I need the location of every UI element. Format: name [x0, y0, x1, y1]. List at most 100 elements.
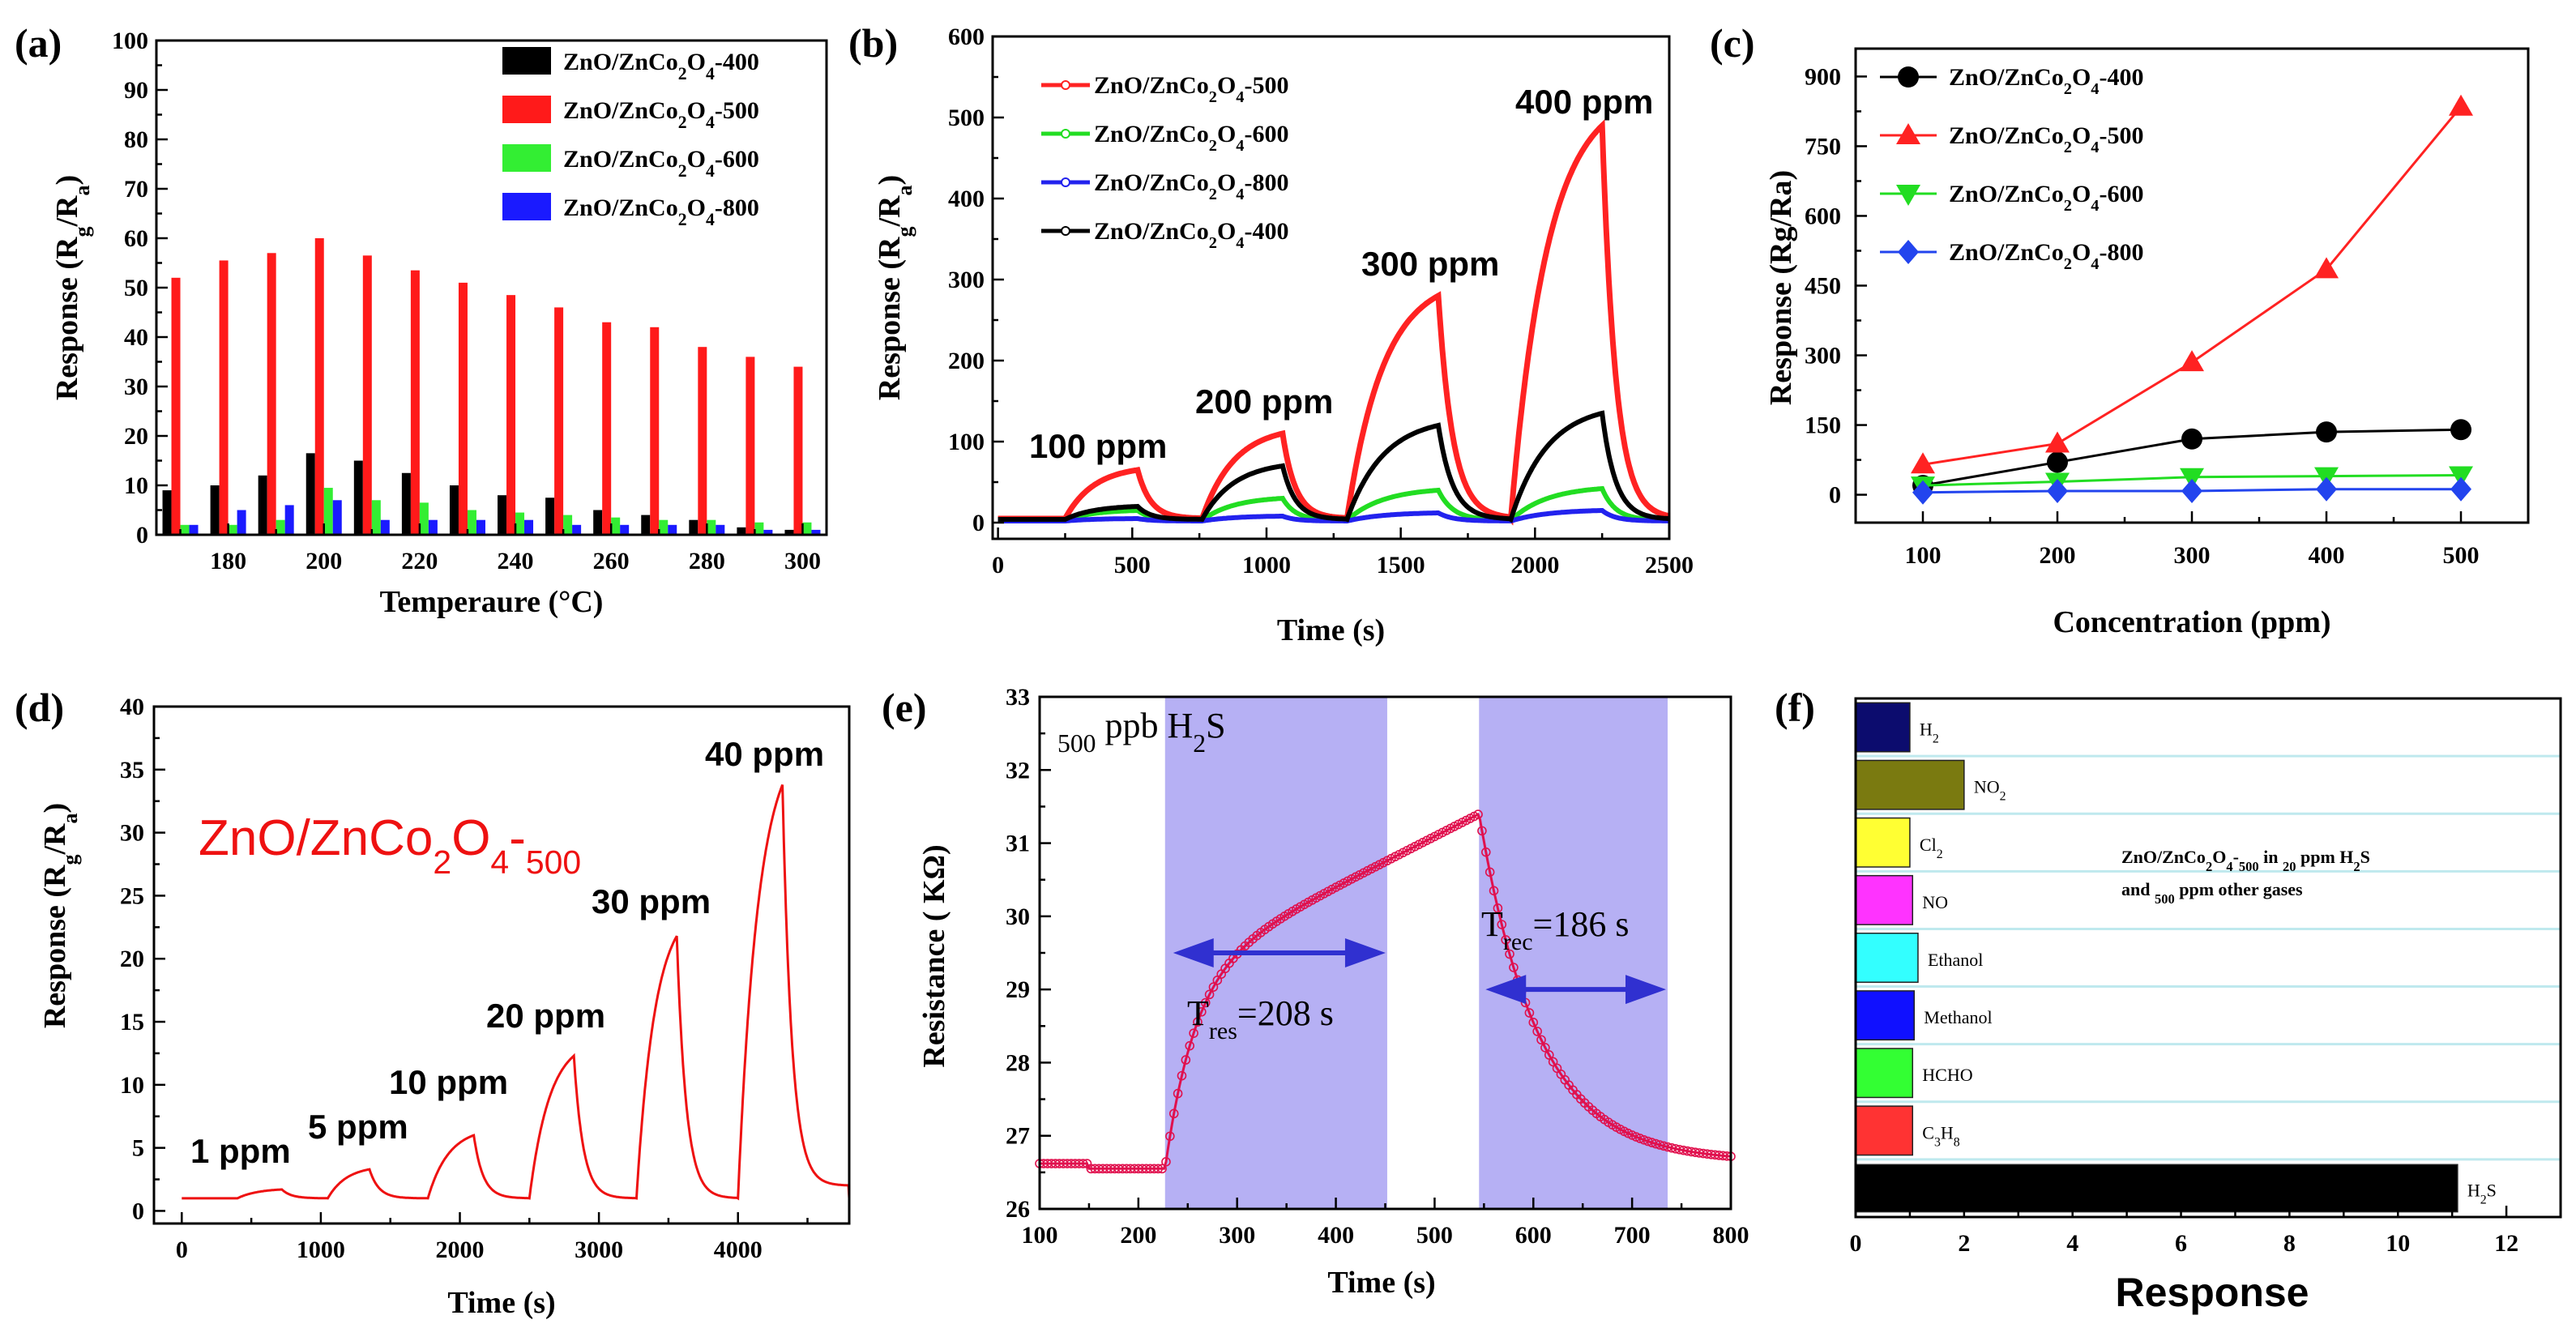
x-axis-label-e: Time (s) — [1327, 1266, 1435, 1300]
legend-marker — [1061, 129, 1070, 139]
x-tick-label: 240 — [498, 548, 534, 574]
series-line-zno-znco2o4-800 — [998, 508, 1669, 524]
y-tick-label: 30 — [1006, 903, 1030, 930]
y-axis-label-a: Response (Rg/Ra) — [50, 175, 94, 400]
bar-zno-znco2o4-800 — [189, 524, 199, 535]
data-point — [2045, 431, 2070, 453]
bar-zno-znco2o4-600 — [180, 524, 190, 535]
bar-zno-znco2o4-500 — [314, 238, 324, 535]
panel-b: 0 500 1000 1500 2000 2500 0 100 200 300 400 500 600 (… — [848, 20, 1694, 647]
data-point — [1177, 1070, 1187, 1081]
concentration-annotation: 40 ppm — [705, 735, 824, 773]
bar-methanol — [1855, 990, 1916, 1041]
y-tick-label: 30 — [124, 374, 148, 400]
concentration-annotation: 400 ppm — [1515, 83, 1653, 121]
plot-frame-d — [152, 705, 851, 1225]
bar-zno-znco2o4-400 — [210, 485, 220, 535]
category-label: Cl2 — [1920, 835, 1943, 861]
y-tick-label: 80 — [124, 126, 148, 153]
concentration-annotation: 1 ppm — [190, 1132, 291, 1170]
data-point — [1480, 847, 1491, 857]
category-label: Ethanol — [1928, 950, 1983, 970]
bar-h2 — [1855, 702, 1911, 753]
legend-label: ZnO/ZnCo2O4-400 — [1094, 218, 1288, 252]
x-tick-label: 600 — [1515, 1222, 1552, 1249]
bar-zno-znco2o4-500 — [219, 260, 229, 535]
y-tick-label: 32 — [1006, 757, 1030, 784]
x-tick-label: 500 — [1416, 1222, 1453, 1249]
x-tick-label: 200 — [305, 548, 342, 574]
x-tick-label: 6 — [2175, 1230, 2187, 1257]
arrow-head — [1344, 938, 1386, 967]
data-point — [2180, 468, 2204, 489]
data-point — [1540, 1043, 1550, 1053]
y-tick-label: 15 — [120, 1009, 144, 1036]
bar-c3h8 — [1855, 1105, 1914, 1156]
y-tick-label: 0 — [972, 510, 985, 536]
x-tick-label: 300 — [784, 548, 821, 574]
data-point — [1153, 1164, 1164, 1174]
y-tick-label: 10 — [124, 472, 148, 499]
x-tick-label: 2500 — [1645, 552, 1694, 579]
legend-label: ZnO/ZnCo2O4-800 — [1949, 239, 2143, 273]
x-axis-label-d: Time (s) — [447, 1286, 555, 1320]
x-tick-label: 300 — [2174, 542, 2211, 569]
x-tick-label: 2 — [1958, 1230, 1970, 1257]
data-point — [1896, 185, 1920, 206]
y-tick-label: 500 — [948, 105, 985, 131]
concentration-annotation: 300 ppm — [1361, 245, 1499, 283]
y-tick-label: 300 — [1805, 343, 1841, 369]
x-tick-label: 10 — [2386, 1230, 2410, 1257]
data-point — [1208, 982, 1219, 992]
data-point — [2449, 94, 2473, 116]
y-tick-label: 0 — [136, 522, 148, 549]
bar-zno-znco2o4-500 — [506, 295, 516, 535]
y-tick-label: 35 — [120, 757, 144, 784]
bar-zno-znco2o4-800 — [524, 519, 534, 535]
y-tick-label: 40 — [120, 694, 144, 720]
x-axis-label-a: Temperaure (°C) — [380, 585, 604, 619]
data-point — [1157, 1164, 1167, 1174]
x-tick-label: 1000 — [1242, 552, 1291, 579]
data-point — [2047, 451, 2068, 473]
data-point — [1528, 1018, 1539, 1027]
legend-label: ZnO/ZnCo2O4-800 — [563, 194, 759, 229]
concentration-annotation: 20 ppm — [486, 997, 605, 1035]
bar-zno-znco2o4-800 — [811, 529, 821, 535]
bar-zno-znco2o4-400 — [449, 485, 459, 535]
x-tick-label: 180 — [210, 548, 246, 574]
data-point — [1078, 1159, 1088, 1168]
data-point — [1165, 1131, 1175, 1142]
concentration-annotation: 5 ppm — [308, 1108, 408, 1146]
bar-zno-znco2o4-600 — [754, 522, 764, 535]
response-time-label: Tres=208 s — [1187, 993, 1334, 1044]
legend-swatch — [502, 193, 551, 220]
x-tick-label: 500 — [2443, 542, 2480, 569]
bar-zno-znco2o4-500 — [267, 253, 276, 535]
chart-note-line2: and 500 ppm other gases — [2121, 879, 2303, 907]
y-tick-label: 28 — [1006, 1049, 1030, 1076]
bar-zno-znco2o4-400 — [689, 519, 698, 535]
y-tick-label: 90 — [124, 77, 148, 104]
x-tick-label: 0 — [1850, 1230, 1862, 1257]
bar-no2 — [1855, 759, 1965, 810]
bar-zno-znco2o4-400 — [498, 495, 507, 535]
chart-note-line1: ZnO/ZnCo2O4-500 in 20 ppm H2S — [2121, 847, 2370, 874]
data-point — [1911, 452, 1935, 474]
plot-frame-c — [1854, 47, 2530, 524]
x-tick-label: 100 — [1022, 1222, 1058, 1249]
bar-zno-znco2o4-600 — [371, 500, 381, 535]
x-tick-label: 12 — [2494, 1230, 2518, 1257]
panel-label-a: (a) — [15, 20, 62, 66]
y-tick-label: 600 — [948, 23, 985, 50]
x-tick-label: 2000 — [1510, 552, 1559, 579]
bar-zno-znco2o4-500 — [745, 357, 755, 535]
bar-zno-znco2o4-600 — [802, 522, 812, 535]
data-point — [1204, 989, 1215, 1000]
bar-zno-znco2o4-400 — [641, 515, 651, 535]
data-point — [1505, 949, 1514, 959]
y-tick-label: 70 — [124, 176, 148, 203]
data-point — [1168, 1108, 1179, 1119]
data-point — [1524, 1008, 1535, 1018]
bar-zno-znco2o4-500 — [650, 327, 660, 535]
